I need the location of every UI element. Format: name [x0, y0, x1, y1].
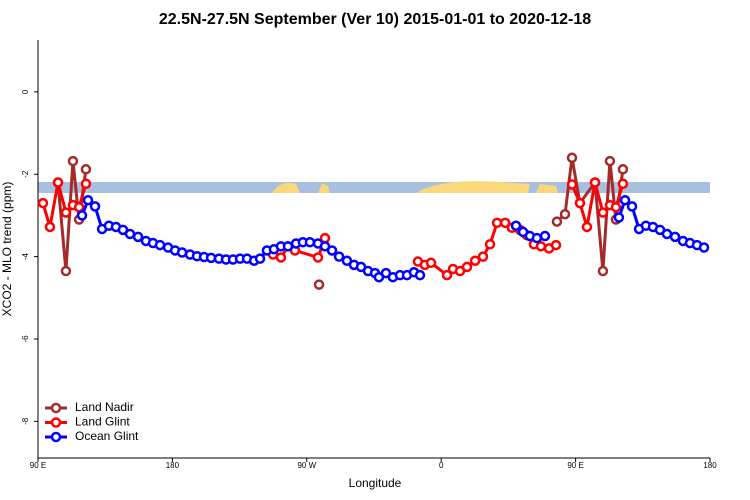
point-marker: [626, 201, 638, 212]
point-marker: [531, 232, 543, 244]
point-marker: [80, 164, 92, 175]
point-marker: [132, 231, 144, 243]
point-marker: [597, 207, 609, 218]
point-marker: [604, 155, 616, 167]
point-marker: [661, 228, 673, 240]
x-tick-label: 0: [439, 461, 444, 470]
point-marker: [559, 208, 571, 220]
point-marker: [82, 194, 94, 206]
y-tick-label: -4: [21, 253, 30, 261]
point-marker: [461, 261, 473, 273]
point-marker: [589, 177, 601, 188]
point-marker: [613, 212, 625, 223]
y-tick-label: 0: [21, 89, 30, 94]
point-marker: [617, 178, 629, 189]
point-marker: [597, 265, 609, 277]
point-marker: [566, 152, 578, 164]
point-marker: [574, 197, 586, 209]
y-tick-label: -8: [21, 417, 30, 425]
point-marker: [414, 269, 426, 281]
x-tick-label: 90 W: [297, 461, 316, 470]
point-marker: [60, 207, 72, 218]
y-tick-label: -2: [21, 170, 30, 178]
y-axis-label: XCO2 - MLO trend (ppm): [0, 182, 14, 317]
point-marker: [89, 201, 101, 212]
point-marker: [581, 221, 593, 233]
x-axis-label: Longitude: [349, 476, 402, 490]
point-marker: [491, 217, 503, 229]
legend-marker: [50, 402, 62, 414]
point-marker: [619, 194, 631, 206]
point-marker: [566, 179, 578, 190]
point-marker: [37, 197, 49, 209]
point-marker: [469, 255, 481, 266]
point-marker: [275, 252, 287, 263]
chart-title: 22.5N-27.5N September (Ver 10) 2015-01-0…: [159, 11, 591, 28]
point-marker: [510, 220, 522, 231]
point-marker: [254, 253, 266, 264]
point-marker: [67, 155, 79, 167]
point-marker: [550, 239, 562, 251]
x-tick-label: 90 E: [567, 461, 583, 470]
point-marker: [76, 210, 88, 221]
point-marker: [610, 201, 622, 213]
point-marker: [698, 242, 710, 253]
x-tick-label: 180: [166, 461, 180, 470]
legend-marker: [50, 417, 62, 428]
point-marker: [304, 236, 316, 248]
ocean-strip: [38, 182, 710, 193]
point-marker: [441, 269, 453, 281]
point-marker: [484, 239, 496, 250]
point-marker: [80, 178, 92, 189]
point-marker: [669, 231, 681, 243]
point-marker: [551, 216, 563, 227]
x-tick-label: 90 E: [30, 461, 46, 470]
point-marker: [539, 230, 551, 242]
point-marker: [282, 241, 294, 252]
point-marker: [73, 201, 85, 213]
x-tick-label: 180: [703, 461, 717, 470]
point-marker: [154, 239, 166, 251]
point-marker: [124, 228, 136, 240]
point-marker: [326, 245, 338, 256]
y-tick-label: -6: [21, 335, 30, 343]
point-marker: [313, 279, 325, 290]
legend-label: Land Glint: [75, 415, 130, 429]
point-marker: [312, 252, 324, 263]
legend-label: Ocean Glint: [75, 429, 139, 443]
point-marker: [425, 257, 437, 269]
point-marker: [44, 221, 56, 233]
point-marker: [499, 217, 511, 229]
map-strip: [38, 181, 710, 193]
point-marker: [535, 241, 547, 252]
legend-label: Land Nadir: [75, 400, 134, 414]
point-marker: [477, 251, 489, 262]
point-marker: [333, 251, 345, 262]
point-marker: [60, 265, 72, 277]
point-marker: [617, 164, 629, 175]
point-marker: [52, 177, 64, 188]
legend-marker: [50, 431, 62, 443]
land-shape: [272, 181, 558, 193]
